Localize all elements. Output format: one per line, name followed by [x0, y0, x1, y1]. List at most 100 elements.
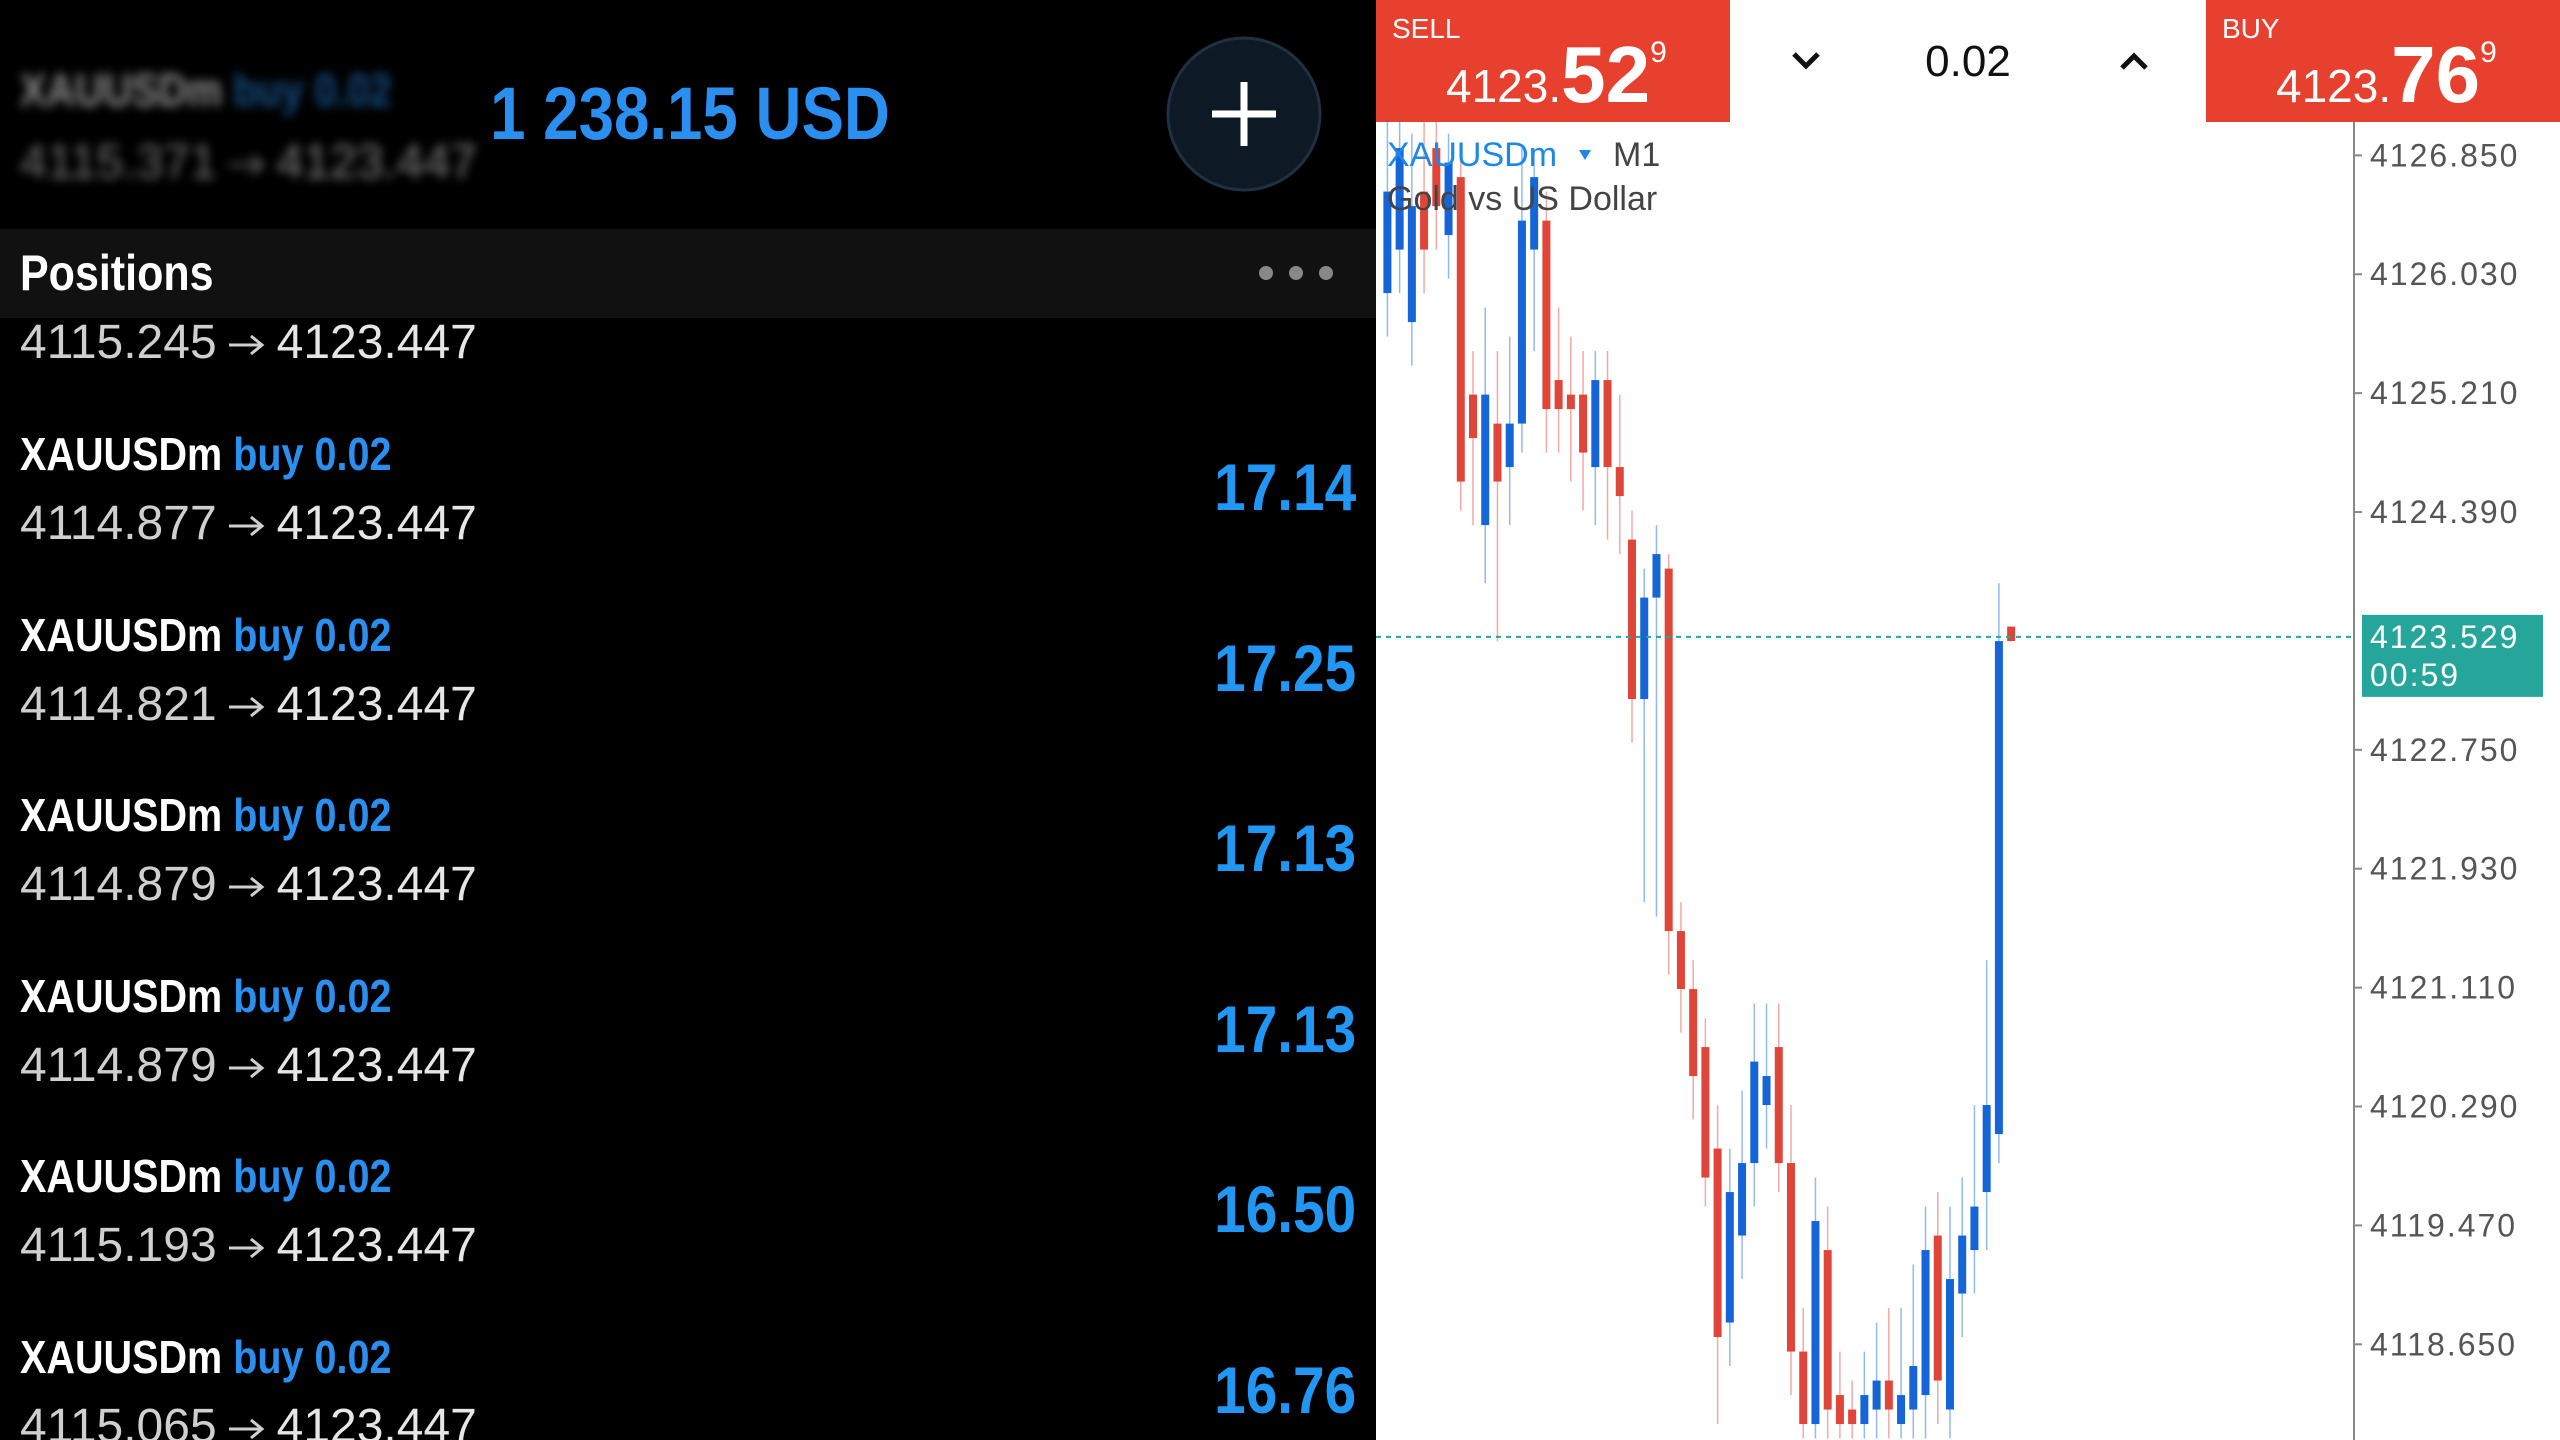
- profit: 16.50: [1213, 1172, 1356, 1246]
- candle-body: [1835, 1395, 1844, 1425]
- chart: SELL 4123.529 BUY 4123.769 0.02 4126.850…: [1376, 0, 2560, 1440]
- timeframe: M1: [1613, 136, 1660, 174]
- entry-price: 4115.193: [20, 1219, 217, 1272]
- current-price: 4123.447: [276, 1399, 477, 1440]
- candle-body: [1872, 1380, 1881, 1410]
- arrow-icon: [228, 1238, 265, 1259]
- chart-symbol: XAUUSDm: [1387, 136, 1557, 174]
- candle-body: [1750, 1061, 1759, 1164]
- volume-up[interactable]: [2120, 52, 2148, 70]
- volume-down[interactable]: [1792, 52, 1820, 70]
- chart-subtitle: Gold vs US Dollar: [1387, 180, 1657, 218]
- profit: 17.13: [1213, 991, 1356, 1066]
- candle-body: [1823, 1250, 1832, 1410]
- candle-body: [1933, 1235, 1942, 1381]
- candle-body: [1505, 423, 1514, 468]
- candle-body: [1884, 1380, 1893, 1410]
- arrow: [228, 1057, 265, 1078]
- price-line: 4114.879 4123.447: [20, 850, 477, 920]
- positions-title: Positions: [20, 245, 214, 301]
- symbol-line: XAUUSDm buy 0.02: [20, 419, 392, 489]
- volume: 0.02: [1925, 37, 2011, 86]
- arrow-icon: [228, 1418, 265, 1439]
- candle-body: [1848, 1409, 1857, 1425]
- candle-body: [1738, 1163, 1747, 1236]
- symbol-dropdown[interactable]: [1579, 150, 1591, 160]
- price-line: 4115.371 4123.447: [20, 128, 477, 198]
- y-tick-label: 4118.650: [2370, 1326, 2517, 1362]
- candle-body: [1713, 1148, 1722, 1338]
- candle-body: [1945, 1279, 1954, 1410]
- y-tick-label: 4121.930: [2370, 851, 2519, 887]
- side: buy 0.02: [233, 428, 392, 480]
- candle-body: [1652, 554, 1661, 598]
- sell-button[interactable]: [1376, 0, 1730, 122]
- arrow: [228, 1238, 265, 1259]
- sell-price: 4123.529: [1446, 30, 1667, 119]
- y-tick-label: 4122.750: [2370, 732, 2519, 768]
- price-line: 4115.193 4123.447: [20, 1211, 477, 1281]
- side: buy 0.02: [233, 1150, 392, 1202]
- candle-body: [1407, 206, 1416, 323]
- current-price: 4123.447: [276, 136, 477, 189]
- candle-body: [1395, 148, 1404, 250]
- arrow-icon: [228, 1057, 265, 1078]
- arrow: [228, 516, 265, 537]
- y-tick-label: 4125.210: [2370, 375, 2519, 411]
- price-line: 4115.065 4123.447: [20, 1392, 477, 1440]
- price-line: 4114.821 4123.447: [20, 670, 477, 740]
- arrow: [228, 696, 265, 717]
- symbol-line: XAUUSDm buy 0.02: [20, 1141, 392, 1211]
- candle-body: [1725, 1192, 1734, 1323]
- add-button[interactable]: [1166, 36, 1322, 192]
- candle-body: [1811, 1221, 1820, 1425]
- candle-body: [1970, 1206, 1979, 1251]
- candle-body: [1897, 1395, 1906, 1425]
- candle-body: [1554, 380, 1563, 410]
- candle-body: [1456, 177, 1465, 482]
- current-price: 4123.447: [276, 1219, 477, 1272]
- arrow: [228, 1418, 265, 1439]
- candle-body: [1615, 467, 1624, 497]
- candle-body: [1603, 380, 1612, 468]
- current-price-box: [2362, 614, 2543, 697]
- arrow-icon: [228, 696, 265, 717]
- candle-body: [1579, 394, 1588, 453]
- y-tick-label: 4126.030: [2370, 256, 2519, 292]
- side: buy 0.02: [233, 1330, 392, 1383]
- symbol-line: XAUUSDm buy 0.02: [20, 1322, 392, 1392]
- side: buy 0.02: [233, 789, 392, 841]
- positions-panel: XAUUSDm buy 0.02 4115.371 4123.447 1 238.1…: [0, 36, 1376, 1440]
- profit: 16.76: [1213, 1352, 1356, 1427]
- current-price: 4123.447: [276, 858, 477, 911]
- candle-body: [1591, 380, 1600, 468]
- candle-body: [1664, 568, 1673, 932]
- symbol-line: XAUUSDm buy 0.02: [20, 780, 392, 850]
- side: buy 0.02: [233, 64, 392, 116]
- y-tick-label: 4126.850: [2370, 137, 2519, 173]
- profit: 17.14: [1213, 450, 1356, 524]
- price-line: 4114.877 4123.447: [20, 489, 477, 559]
- arrow: [228, 335, 265, 356]
- symbol: XAUUSDm: [20, 1330, 223, 1383]
- symbol: XAUUSDm: [20, 969, 223, 1022]
- profit: 17.25: [1213, 630, 1356, 705]
- buy-button[interactable]: [2206, 0, 2560, 122]
- candle-body: [1958, 1235, 1967, 1294]
- symbol: XAUUSDm: [20, 1150, 223, 1202]
- candle-body: [1689, 989, 1698, 1077]
- arrow-icon: [228, 877, 265, 898]
- side: buy 0.02: [233, 969, 392, 1022]
- candle-body: [1676, 931, 1685, 990]
- candle-body: [1517, 220, 1526, 424]
- entry-price: 4114.877: [20, 497, 217, 550]
- symbol-line: XAUUSDm buy 0.02: [20, 600, 392, 670]
- candle-body: [1542, 220, 1551, 410]
- more-button[interactable]: [1256, 263, 1340, 283]
- entry-price: 4114.821: [20, 677, 217, 731]
- countdown: 00:59: [2370, 657, 2460, 693]
- candle-body: [1566, 394, 1575, 410]
- sell-label: SELL: [1392, 13, 1461, 44]
- arrow-icon: [228, 155, 265, 176]
